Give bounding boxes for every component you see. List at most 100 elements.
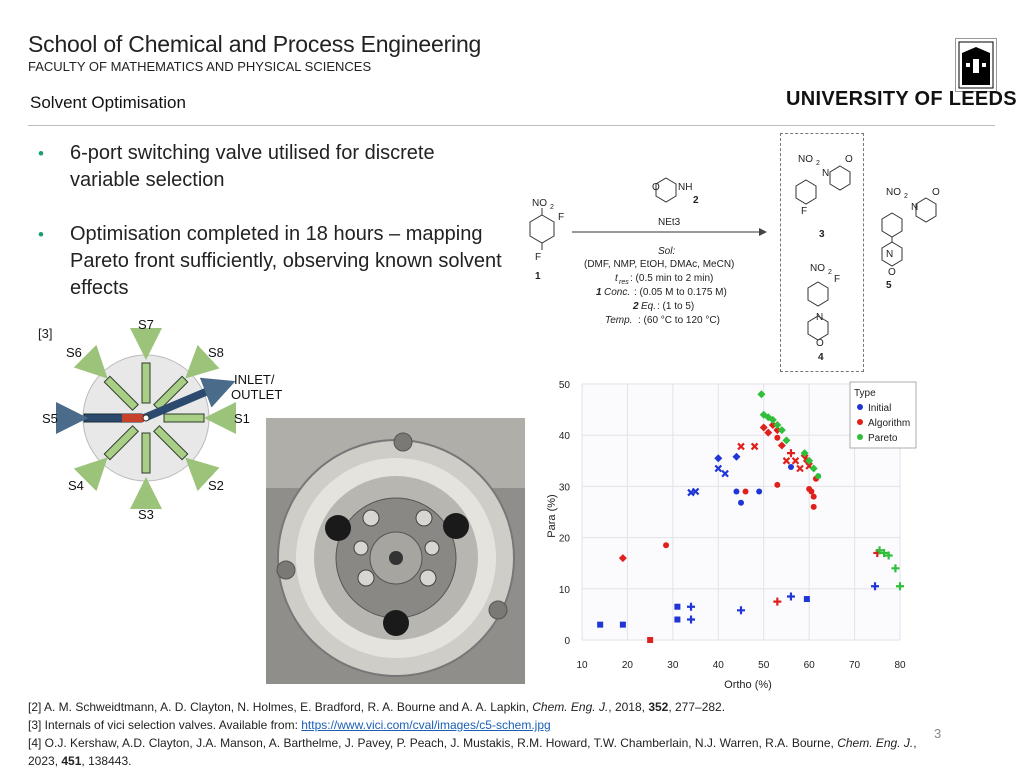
data-point-algorithm <box>791 457 800 465</box>
data-point-initial <box>687 615 696 624</box>
data-point-initial <box>756 488 763 495</box>
svg-text:2: 2 <box>550 204 554 211</box>
data-point-initial <box>714 464 723 473</box>
legend-pareto: Pareto <box>868 433 898 444</box>
base-label: NEt3 <box>658 217 681 228</box>
x-tick-label: 50 <box>758 660 770 671</box>
data-point-initial <box>871 582 880 591</box>
x-tick-label: 30 <box>667 660 679 671</box>
svg-text:O: O <box>845 154 853 165</box>
data-point-algorithm <box>773 597 782 606</box>
data-point-initial <box>786 592 795 601</box>
plot-area <box>582 384 900 640</box>
data-point-algorithm <box>810 503 817 510</box>
channel-s7 <box>141 362 151 404</box>
faculty-title: FACULTY OF MATHEMATICS AND PHYSICAL SCIE… <box>28 59 372 74</box>
y-tick-label: 40 <box>559 431 571 442</box>
chart-ticks: 10 20 30 40 50 60 70 80 0 10 20 30 40 50 <box>559 380 906 671</box>
bullet-text: Optimisation completed in 18 hours – map… <box>70 223 502 299</box>
header-divider <box>28 125 995 126</box>
legend-initial-marker <box>857 404 863 410</box>
svg-text:O: O <box>888 267 896 278</box>
channel-s6 <box>103 375 139 411</box>
chart-grid <box>581 383 901 641</box>
reference-4: [4] O.J. Kershaw, A.D. Clayton, J.A. Man… <box>28 736 917 768</box>
data-point-initial <box>732 452 741 461</box>
conditions-solvents: (DMF, NMP, EtOH, DMAc, MeCN) <box>584 259 734 270</box>
port-label-s6: S6 <box>66 345 82 360</box>
bullet-item: • Optimisation completed in 18 hours – m… <box>38 221 508 302</box>
school-title: School of Chemical and Process Engineeri… <box>28 31 482 57</box>
data-point-algorithm <box>810 493 817 500</box>
svg-text:NO: NO <box>886 187 901 198</box>
inlet-label: INLET/ <box>234 372 275 387</box>
data-point-initial <box>691 487 700 496</box>
svg-text:2: 2 <box>693 195 699 206</box>
svg-text:: (0.05 M to 0.175 M): : (0.05 M to 0.175 M) <box>634 287 727 298</box>
product-4: NO 2 F N O 4 <box>810 263 840 363</box>
data-point-algorithm <box>777 441 786 450</box>
legend-algorithm: Algorithm <box>868 418 910 429</box>
data-point-pareto <box>875 546 884 555</box>
data-point-pareto <box>773 420 782 429</box>
reference-3: [3] Internals of vici selection valves. … <box>28 718 551 732</box>
data-point-pareto <box>815 473 822 480</box>
legend-title: Type <box>854 388 876 399</box>
svg-text:F: F <box>558 212 564 223</box>
data-point-pareto <box>800 449 809 458</box>
svg-text:Conc.: Conc. <box>604 287 630 298</box>
data-point-initial <box>721 469 729 478</box>
svg-text:Temp.: Temp. <box>605 315 632 326</box>
svg-text:res: res <box>619 279 629 286</box>
svg-text:2: 2 <box>828 269 832 276</box>
y-tick-label: 10 <box>559 585 571 596</box>
data-point-algorithm <box>773 426 782 435</box>
reference-3-link[interactable]: https://www.vici.com/cval/images/c5-sche… <box>301 718 551 732</box>
university-logo-text: UNIVERSITY OF LEEDS <box>786 88 1017 110</box>
x-tick-label: 40 <box>713 660 725 671</box>
conditions-eq: 2 Eq. : (1 to 5) <box>632 301 694 312</box>
data-point-pareto <box>891 564 900 573</box>
data-point-pareto <box>880 548 889 557</box>
conditions-sol: Sol: <box>658 246 675 257</box>
data-point-algorithm <box>647 637 654 643</box>
x-axis-label: Ortho (%) <box>724 679 772 691</box>
svg-text:2: 2 <box>816 160 820 167</box>
bullet-dot-icon: • <box>38 225 44 244</box>
svg-text:F: F <box>801 206 807 217</box>
channel-s4 <box>103 425 139 461</box>
port-label-s7: S7 <box>138 317 154 332</box>
x-tick-label: 80 <box>894 660 906 671</box>
channel-s2 <box>153 425 189 461</box>
data-point-algorithm <box>774 481 781 488</box>
active-path <box>122 414 144 422</box>
outlet-label: OUTLET <box>231 387 282 402</box>
data-point-algorithm <box>796 464 804 473</box>
svg-text:3: 3 <box>819 229 825 240</box>
chart-points <box>597 390 904 643</box>
data-point-pareto <box>777 426 786 435</box>
data-point-initial <box>714 454 723 463</box>
product-5: NO 2 N O N O 5 <box>886 187 940 291</box>
x-tick-label: 60 <box>804 660 816 671</box>
y-tick-label: 0 <box>564 636 570 647</box>
svg-text:5: 5 <box>886 280 892 291</box>
data-point-initial <box>733 488 740 495</box>
data-point-initial <box>687 602 696 611</box>
reaction-scheme: NO 2 F F 1 O NH 2 NEt3 Sol: (DMF, NMP, E… <box>529 154 940 363</box>
svg-text:4: 4 <box>818 352 824 363</box>
data-point-pareto <box>884 551 893 560</box>
svg-text:: (60 °C to 120 °C): : (60 °C to 120 °C) <box>638 315 720 326</box>
data-point-algorithm <box>768 420 777 429</box>
data-point-initial <box>619 621 626 628</box>
data-point-pareto <box>759 410 768 419</box>
data-point-pareto <box>805 456 814 465</box>
data-point-algorithm <box>764 428 773 437</box>
data-point-algorithm <box>786 449 795 458</box>
svg-text:N: N <box>886 249 893 260</box>
legend-algorithm-marker <box>857 419 863 425</box>
svg-text:NH: NH <box>678 182 692 193</box>
y-tick-label: 50 <box>559 380 571 391</box>
data-point-initial <box>787 463 794 470</box>
legend-initial: Initial <box>868 403 891 414</box>
